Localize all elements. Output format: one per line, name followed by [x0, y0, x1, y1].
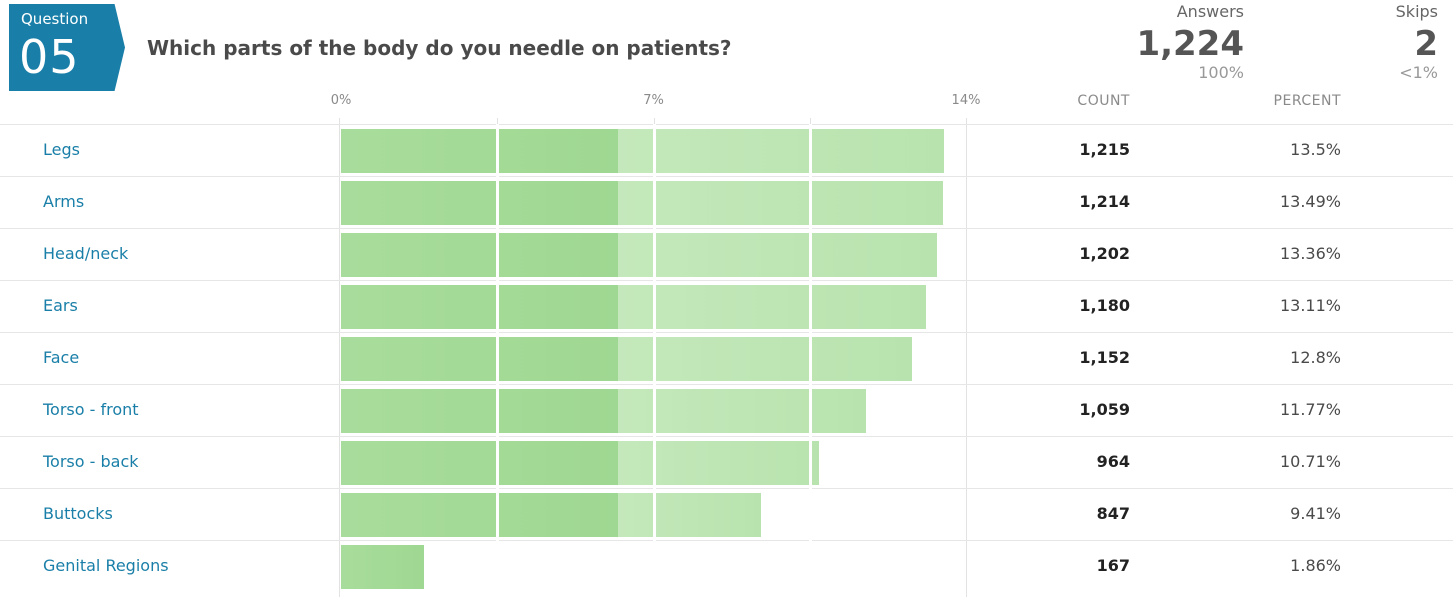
answer-count: 167 — [1096, 556, 1130, 575]
answer-percent: 13.36% — [1279, 244, 1341, 263]
bar — [341, 441, 820, 485]
answer-count: 1,059 — [1079, 400, 1130, 419]
x-tick-label: 14% — [951, 93, 981, 108]
bar — [341, 337, 913, 381]
answer-percent: 9.41% — [1290, 504, 1341, 523]
answer-label[interactable]: Head/neck — [43, 244, 129, 263]
answer-percent: 13.11% — [1279, 296, 1341, 315]
answer-label[interactable]: Buttocks — [43, 504, 113, 523]
bar — [341, 285, 927, 329]
x-tick-label: 0% — [330, 93, 352, 108]
question-title: Which parts of the body do you needle on… — [147, 36, 732, 60]
answers-label: Answers — [1176, 2, 1244, 21]
answer-label[interactable]: Genital Regions — [43, 556, 169, 575]
bar — [341, 233, 938, 277]
table-row: Genital Regions 167 1.86% — [0, 540, 1453, 592]
bar — [341, 493, 762, 537]
answers-stat: Answers 1,224 100% — [1136, 4, 1244, 81]
answer-count: 847 — [1096, 504, 1130, 523]
answer-count: 1,214 — [1079, 192, 1130, 211]
answer-label[interactable]: Face — [43, 348, 80, 367]
answer-count: 964 — [1096, 452, 1130, 471]
table-row: Torso - back 964 10.71% — [0, 436, 1453, 488]
skips-value: 2 — [1414, 24, 1438, 64]
percent-column-header: PERCENT — [1273, 93, 1341, 109]
answer-count: 1,152 — [1079, 348, 1130, 367]
table-row: Torso - front 1,059 11.77% — [0, 384, 1453, 436]
x-tick-label: 7% — [643, 93, 664, 108]
answer-count: 1,180 — [1079, 296, 1130, 315]
question-badge: Question 05 — [9, 4, 125, 91]
answer-label[interactable]: Torso - front — [43, 400, 139, 419]
bar — [341, 389, 867, 433]
answer-percent: 12.8% — [1290, 348, 1341, 367]
bar — [341, 545, 425, 589]
answer-percent: 1.86% — [1290, 556, 1341, 575]
table-row: Ears 1,180 13.11% — [0, 280, 1453, 332]
answers-percent: 100% — [1198, 63, 1244, 82]
answer-count: 1,202 — [1079, 244, 1130, 263]
question-badge-background — [9, 4, 125, 91]
answer-percent: 13.49% — [1279, 192, 1341, 211]
skips-stat: Skips 2 <1% — [1396, 4, 1438, 81]
table-row: Arms 1,214 13.49% — [0, 176, 1453, 228]
answer-percent: 11.77% — [1279, 400, 1341, 419]
table-row: Legs 1,215 13.5% — [0, 124, 1453, 176]
count-column-header: COUNT — [1077, 93, 1130, 109]
question-number: 05 — [19, 30, 80, 84]
answer-count: 1,215 — [1079, 140, 1130, 159]
answer-label[interactable]: Ears — [43, 296, 78, 315]
skips-label: Skips — [1395, 2, 1438, 21]
answer-label[interactable]: Arms — [43, 192, 85, 211]
answer-label[interactable]: Legs — [43, 140, 80, 159]
answer-label[interactable]: Torso - back — [43, 452, 139, 471]
bar — [341, 181, 944, 225]
answer-percent: 10.71% — [1279, 452, 1341, 471]
table-row: Head/neck 1,202 13.36% — [0, 228, 1453, 280]
question-badge-label: Question — [21, 10, 89, 28]
table-row: Face 1,152 12.8% — [0, 332, 1453, 384]
skips-percent: <1% — [1399, 63, 1438, 82]
answer-percent: 13.5% — [1290, 140, 1341, 159]
answers-value: 1,224 — [1136, 24, 1244, 64]
results-table: Legs 1,215 13.5% Arms 1,214 13.49% Head/neck 1,… — [0, 124, 1453, 592]
bar — [341, 129, 944, 173]
table-row: Buttocks 847 9.41% — [0, 488, 1453, 540]
